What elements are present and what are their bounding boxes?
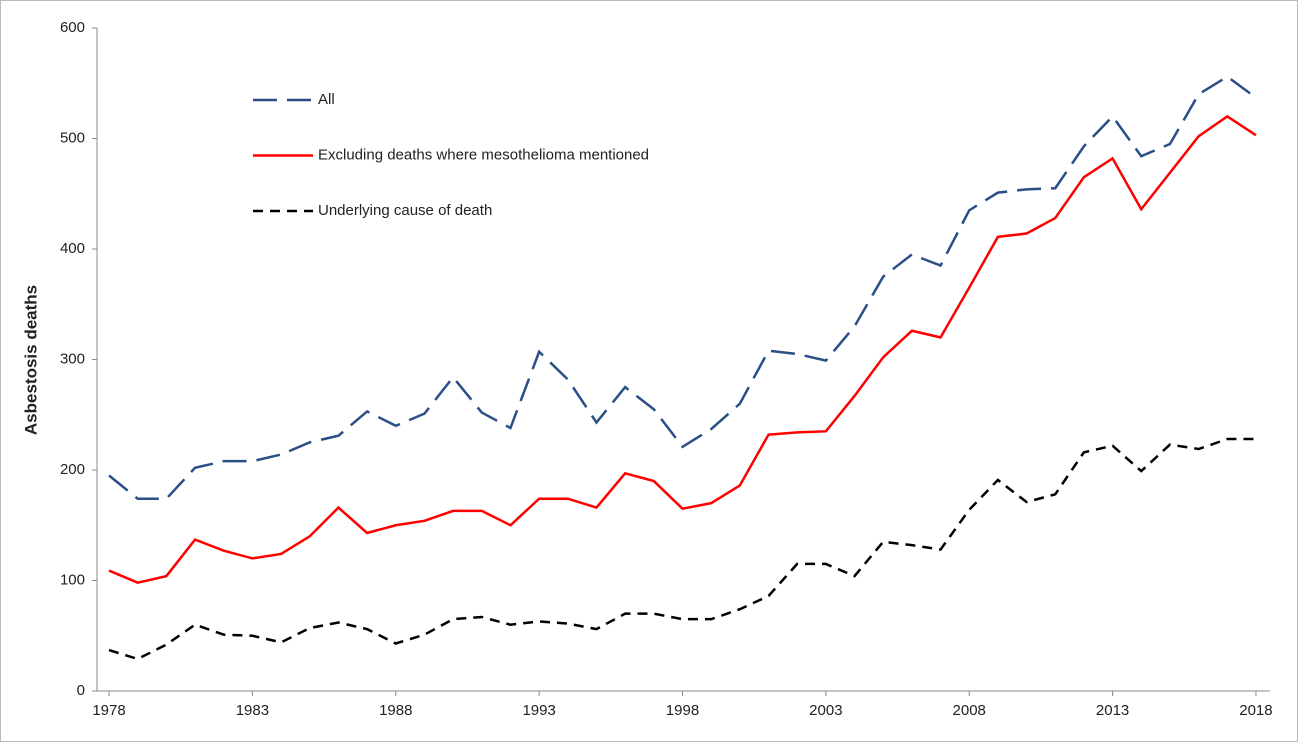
y-tick-label: 600: [60, 19, 85, 36]
x-tick-label: 2013: [1096, 702, 1129, 719]
y-axis-label: Asbestosis deaths: [21, 285, 40, 435]
x-tick-label: 1998: [666, 702, 699, 719]
y-tick-label: 500: [60, 129, 85, 146]
series-line: [108, 114, 1257, 585]
x-tick-label: 1978: [92, 702, 125, 719]
x-tick-label: 1993: [522, 702, 555, 719]
x-tick-label: 1988: [379, 702, 412, 719]
legend-label: Underlying cause of death: [318, 202, 492, 219]
series-line: [108, 437, 1256, 661]
y-tick-label: 300: [60, 350, 85, 367]
legend-label: Excluding deaths where mesothelioma ment…: [318, 146, 649, 163]
series-line: [108, 75, 1257, 500]
y-tick-label: 200: [60, 461, 85, 478]
x-tick-label: 2018: [1239, 702, 1272, 719]
x-tick-label: 2003: [809, 702, 842, 719]
y-tick-label: 100: [60, 571, 85, 588]
legend-label: All: [318, 91, 335, 108]
y-tick-label: 400: [60, 240, 85, 257]
y-tick-label: 0: [77, 682, 85, 699]
x-tick-label: 1983: [236, 702, 269, 719]
x-tick-label: 2008: [953, 702, 986, 719]
